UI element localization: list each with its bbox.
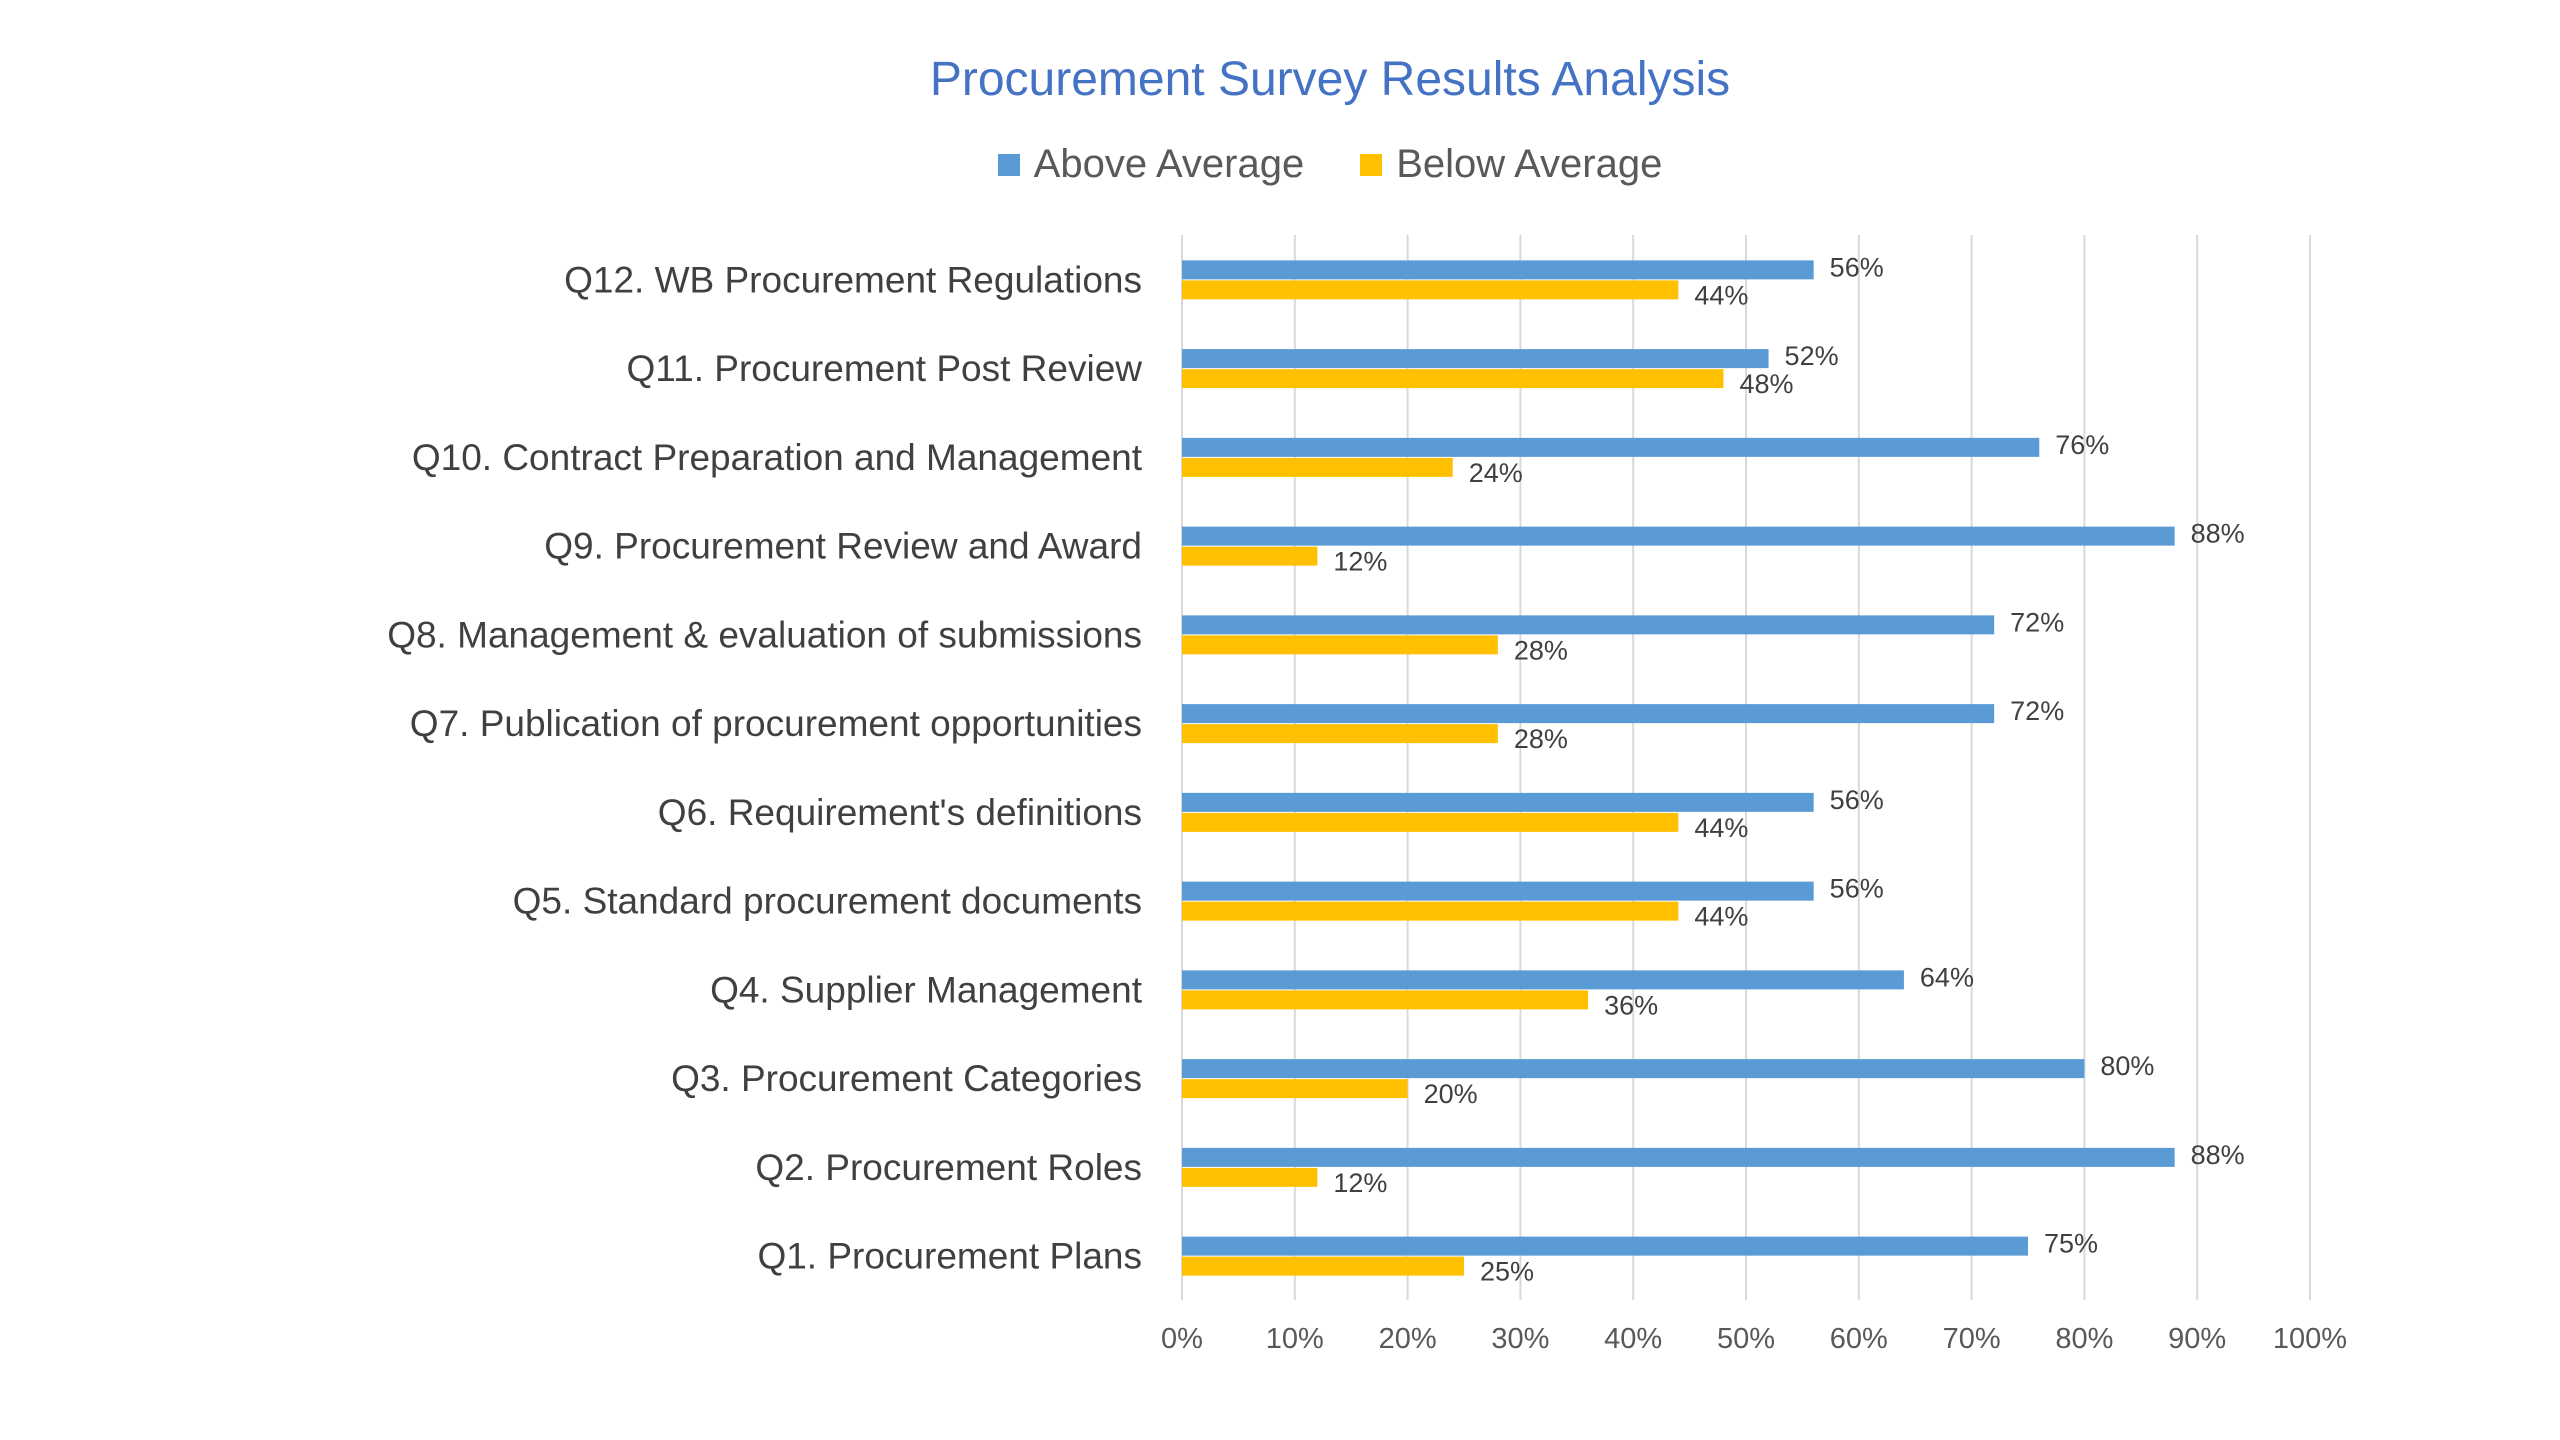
data-label-above-average: 75%	[2044, 1229, 2098, 1259]
data-label-below-average: 25%	[1480, 1257, 1534, 1287]
category-label: Q2. Procurement Roles	[755, 1147, 1142, 1188]
legend-swatch-above-average	[997, 153, 1020, 176]
data-label-above-average: 52%	[1785, 341, 1839, 371]
data-label-below-average: 44%	[1694, 813, 1748, 843]
x-tick-label: 30%	[1491, 1323, 1549, 1355]
x-tick-label: 60%	[1830, 1323, 1888, 1355]
data-label-below-average: 44%	[1694, 902, 1748, 932]
data-label-above-average: 88%	[2191, 1140, 2245, 1170]
bar-below-average	[1182, 901, 1679, 921]
category-label: Q12. WB Procurement Regulations	[564, 259, 1142, 300]
bar-above-average	[1182, 881, 1814, 901]
category-label: Q4. Supplier Management	[710, 969, 1143, 1010]
x-tick-label: 40%	[1604, 1323, 1662, 1355]
legend: Above Average Below Average	[0, 142, 2560, 187]
bar-above-average	[1182, 704, 1995, 724]
data-label-below-average: 20%	[1424, 1079, 1478, 1109]
data-label-below-average: 28%	[1514, 724, 1568, 754]
data-label-above-average: 56%	[1830, 252, 1884, 282]
bar-below-average	[1182, 1256, 1464, 1276]
bar-above-average	[1182, 1147, 2175, 1167]
bar-above-average	[1182, 615, 1995, 635]
data-label-below-average: 24%	[1469, 458, 1523, 488]
x-tick-label: 90%	[2168, 1323, 2226, 1355]
x-tick-label: 50%	[1717, 1323, 1775, 1355]
category-label: Q8. Management & evaluation of submissio…	[387, 614, 1142, 655]
data-label-below-average: 44%	[1694, 280, 1748, 310]
bar-below-average	[1182, 1079, 1408, 1099]
data-label-above-average: 56%	[1830, 874, 1884, 904]
category-label: Q6. Requirement's definitions	[658, 792, 1142, 833]
bar-above-average	[1182, 1059, 2085, 1079]
category-label: Q11. Procurement Post Review	[627, 348, 1143, 389]
data-label-above-average: 72%	[2010, 696, 2064, 726]
category-label: Q5. Standard procurement documents	[513, 881, 1142, 922]
category-label: Q3. Procurement Categories	[671, 1058, 1142, 1099]
bar-above-average	[1182, 970, 1904, 990]
bar-above-average	[1182, 260, 1814, 280]
x-tick-label: 10%	[1266, 1323, 1324, 1355]
data-label-above-average: 64%	[1920, 962, 1974, 992]
chart-title: Procurement Survey Results Analysis	[929, 53, 1731, 106]
x-tick-label: 70%	[1943, 1323, 2001, 1355]
category-label: Q9. Procurement Review and Award	[544, 526, 1142, 567]
bar-below-average	[1182, 635, 1498, 655]
bar-above-average	[1182, 437, 2040, 457]
bar-below-average	[1182, 457, 1453, 477]
category-label: Q7. Publication of procurement opportuni…	[410, 703, 1142, 744]
bar-below-average	[1182, 990, 1589, 1010]
data-label-above-average: 76%	[2055, 430, 2109, 460]
legend-label-above-average: Above Average	[1033, 142, 1305, 186]
category-label: Q10. Contract Preparation and Management	[412, 437, 1143, 478]
bar-above-average	[1182, 349, 1769, 369]
data-label-below-average: 28%	[1514, 635, 1568, 665]
data-label-above-average: 72%	[2010, 607, 2064, 637]
data-label-above-average: 56%	[1830, 785, 1884, 815]
bar-below-average	[1182, 1167, 1318, 1187]
bar-below-average	[1182, 812, 1679, 832]
bar-above-average	[1182, 792, 1814, 812]
bar-below-average	[1182, 546, 1318, 566]
legend-item-above-average: Above Average	[997, 142, 1305, 187]
x-tick-label: 100%	[2273, 1323, 2347, 1355]
x-tick-label: 80%	[2055, 1323, 2113, 1355]
legend-item-below-average: Below Average	[1360, 142, 1662, 187]
bar-below-average	[1182, 280, 1679, 300]
category-label: Q1. Procurement Plans	[757, 1236, 1142, 1277]
data-label-above-average: 88%	[2191, 519, 2245, 549]
bar-above-average	[1182, 1236, 2028, 1256]
data-label-below-average: 36%	[1604, 990, 1658, 1020]
data-label-below-average: 48%	[1739, 369, 1793, 399]
data-label-below-average: 12%	[1333, 547, 1387, 577]
legend-swatch-below-average	[1360, 153, 1383, 176]
bar-below-average	[1182, 724, 1498, 744]
x-tick-label: 20%	[1379, 1323, 1437, 1355]
bar-below-average	[1182, 369, 1724, 389]
x-tick-label: 0%	[1161, 1323, 1203, 1355]
legend-label-below-average: Below Average	[1396, 142, 1663, 186]
data-label-above-average: 80%	[2100, 1051, 2154, 1081]
data-label-below-average: 12%	[1333, 1168, 1387, 1198]
bar-above-average	[1182, 526, 2175, 546]
